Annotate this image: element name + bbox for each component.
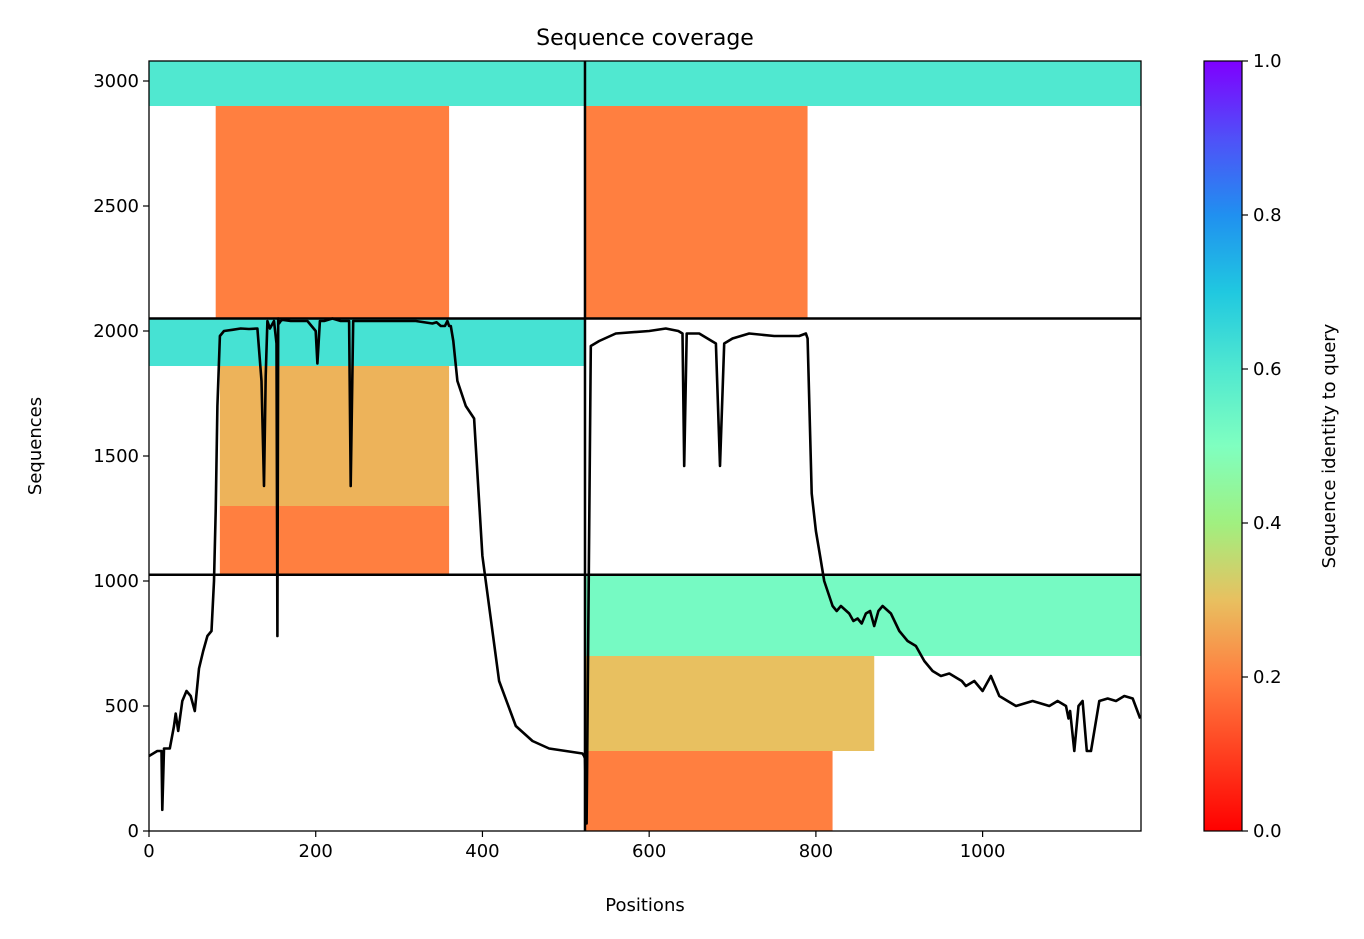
x-axis-ticks: 0 200 400 600 800 1000 (143, 831, 1006, 862)
heatmap-band-middle-left (149, 318, 585, 366)
heatmap-band-top-left (149, 61, 585, 106)
x-tick-label: 600 (632, 841, 666, 862)
segment-dividers (149, 61, 1141, 831)
x-tick-label: 1000 (960, 841, 1006, 862)
heatmap-band-top-right (584, 106, 808, 319)
x-tick-label: 200 (299, 841, 333, 862)
y-tick-label: 3000 (93, 71, 139, 92)
colorbar-tick-label: 0.2 (1253, 667, 1282, 688)
heatmap-band-middle-left (219, 366, 450, 506)
y-tick-label: 2500 (93, 196, 139, 217)
heatmap-band-bottom-right (584, 751, 833, 831)
y-tick-label: 1000 (93, 571, 139, 592)
colorbar-label: Sequence identity to query (1319, 323, 1340, 568)
x-tick-label: 400 (465, 841, 499, 862)
heatmap-band-bottom-right (584, 656, 875, 751)
colorbar-tick-label: 0.8 (1253, 205, 1282, 226)
colorbar-tick-label: 0.4 (1253, 513, 1282, 534)
chart-title: Sequence coverage (536, 26, 754, 51)
colorbar-tick-label: 1.0 (1253, 51, 1282, 72)
plot-frame (148, 60, 1142, 832)
colorbar (1203, 60, 1243, 832)
y-tick-label: 500 (105, 696, 139, 717)
colorbar-ticks: 0.0 0.2 0.4 0.6 0.8 1.0 (1242, 51, 1282, 842)
y-tick-label: 0 (128, 821, 139, 842)
colorbar-tick-label: 0.6 (1253, 359, 1282, 380)
y-tick-label: 2000 (93, 321, 139, 342)
heatmap-band-top-left (215, 106, 450, 319)
x-axis-label: Positions (605, 895, 684, 916)
heatmap-band-bottom-right (584, 574, 1141, 656)
colorbar-tick-label: 0.0 (1253, 821, 1282, 842)
y-axis-label: Sequences (25, 397, 46, 495)
coverage-line (149, 317, 1141, 825)
x-tick-label: 0 (143, 841, 154, 862)
y-axis-ticks: 0 500 1000 1500 2000 2500 3000 (93, 71, 149, 842)
heatmap-band-top-right (584, 61, 1141, 106)
heatmap-band-middle-left (219, 506, 450, 575)
x-tick-label: 800 (799, 841, 833, 862)
heatmap-bands (149, 61, 1141, 831)
y-tick-label: 1500 (93, 446, 139, 467)
coverage-line-layer (149, 317, 1141, 825)
